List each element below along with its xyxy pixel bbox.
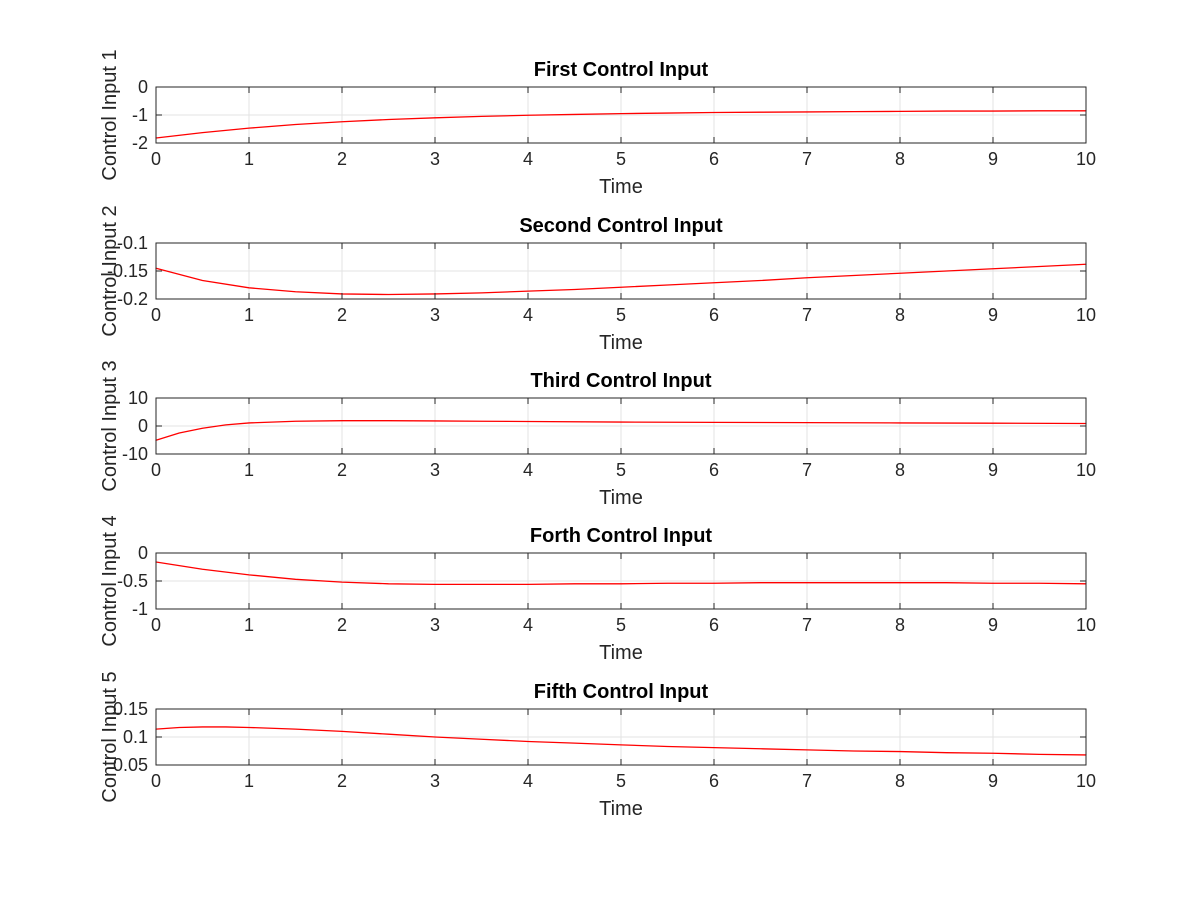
y-axis-label: Control Input 2 [99,205,121,336]
y-tick-label: -0.1 [117,233,148,253]
x-tick-label: 0 [151,771,161,791]
series-line-1 [155,726,1087,756]
y-axis-label: Control Input 5 [99,671,121,802]
x-tick-label: 9 [988,460,998,480]
x-tick-label: 7 [802,460,812,480]
y-tick-label: 0 [138,77,148,97]
x-tick-label: 3 [430,149,440,169]
x-tick-label: 0 [151,305,161,325]
x-tick-label: 1 [244,771,254,791]
x-tick-label: 2 [337,771,347,791]
x-tick-label: 8 [895,460,905,480]
y-tick-label: -1 [132,599,148,619]
x-tick-label: 2 [337,615,347,635]
x-tick-label: 9 [988,615,998,635]
x-tick-label: 1 [244,460,254,480]
y-tick-label: 0.05 [113,755,148,775]
y-tick-label: -0.5 [117,571,148,591]
x-tick-label: 4 [523,149,533,169]
x-tick-label: 8 [895,149,905,169]
series-line-1 [155,110,1087,139]
y-tick-label: -2 [132,133,148,153]
x-tick-label: 3 [430,771,440,791]
x-tick-label: 7 [802,615,812,635]
x-tick-label: 9 [988,149,998,169]
y-tick-label: 0.1 [123,727,148,747]
x-tick-label: 6 [709,305,719,325]
x-tick-label: 10 [1076,771,1096,791]
x-tick-label: 8 [895,615,905,635]
x-tick-label: 10 [1076,305,1096,325]
x-tick-label: 0 [151,615,161,635]
x-tick-label: 9 [988,771,998,791]
subplot-1: 0 1 2 3 4 5 6 7 8 9 10 0 -1 -2 First Control Input Time… [99,49,1096,198]
y-tick-label: -1 [132,105,148,125]
series-line-1 [155,420,1087,441]
x-axis-label: Time [599,798,643,820]
x-tick-label: 5 [616,305,626,325]
x-tick-label: 6 [709,460,719,480]
x-tick-label: 2 [337,305,347,325]
x-tick-label: 8 [895,771,905,791]
x-axis-label: Time [599,642,643,664]
x-tick-label: 9 [988,305,998,325]
x-tick-label: 7 [802,305,812,325]
x-tick-label: 4 [523,615,533,635]
y-tick-label: 0.15 [113,699,148,719]
plot-title: Third Control Input [530,370,711,392]
series-line-1 [155,263,1087,296]
x-tick-label: 1 [244,305,254,325]
x-axis-label: Time [599,487,643,509]
x-tick-label: 2 [337,149,347,169]
x-tick-label: 3 [430,460,440,480]
y-tick-label: 10 [128,388,148,408]
x-tick-label: 7 [802,771,812,791]
x-axis-label: Time [599,176,643,198]
x-tick-label: 0 [151,460,161,480]
x-tick-label: 1 [244,615,254,635]
x-tick-label: 4 [523,305,533,325]
plot-title: First Control Input [534,59,709,81]
x-tick-label: 3 [430,615,440,635]
x-tick-label: 10 [1076,460,1096,480]
x-tick-label: 8 [895,305,905,325]
x-tick-label: 6 [709,615,719,635]
x-tick-label: 5 [616,771,626,791]
y-axis-label: Control Input 4 [99,515,121,646]
subplot-5: 0 1 2 3 4 5 6 7 8 9 10 0.15 0.1 0.05 Fifth Control Inp… [99,671,1096,820]
x-tick-label: 2 [337,460,347,480]
x-tick-label: 1 [244,149,254,169]
x-tick-label: 0 [151,149,161,169]
x-tick-label: 10 [1076,615,1096,635]
y-tick-label: -0.15 [107,261,148,281]
x-tick-label: 7 [802,149,812,169]
subplot-2: 0 1 2 3 4 5 6 7 8 9 10 -0.1 -0.15 -0.2 Second Control … [99,205,1096,354]
x-tick-label: 5 [616,149,626,169]
plot-title: Forth Control Input [530,525,713,547]
x-tick-label: 3 [430,305,440,325]
y-tick-label: 0 [138,416,148,436]
y-tick-label: 0 [138,543,148,563]
series-line-1 [155,561,1087,586]
x-tick-label: 6 [709,771,719,791]
y-tick-label: -10 [122,444,148,464]
subplot-4: 0 1 2 3 4 5 6 7 8 9 10 0 -0.5 -1 Forth Control Input Ti… [99,515,1096,664]
y-tick-label: -0.2 [117,289,148,309]
x-tick-label: 4 [523,460,533,480]
y-axis-label: Control Input 3 [99,360,121,491]
x-tick-label: 4 [523,771,533,791]
x-tick-label: 5 [616,460,626,480]
y-axis-label: Control Input 1 [99,49,121,180]
plot-title: Fifth Control Input [534,681,709,703]
x-axis-label: Time [599,332,643,354]
x-tick-label: 10 [1076,149,1096,169]
x-tick-label: 6 [709,149,719,169]
plot-title: Second Control Input [519,215,723,237]
x-tick-label: 5 [616,615,626,635]
